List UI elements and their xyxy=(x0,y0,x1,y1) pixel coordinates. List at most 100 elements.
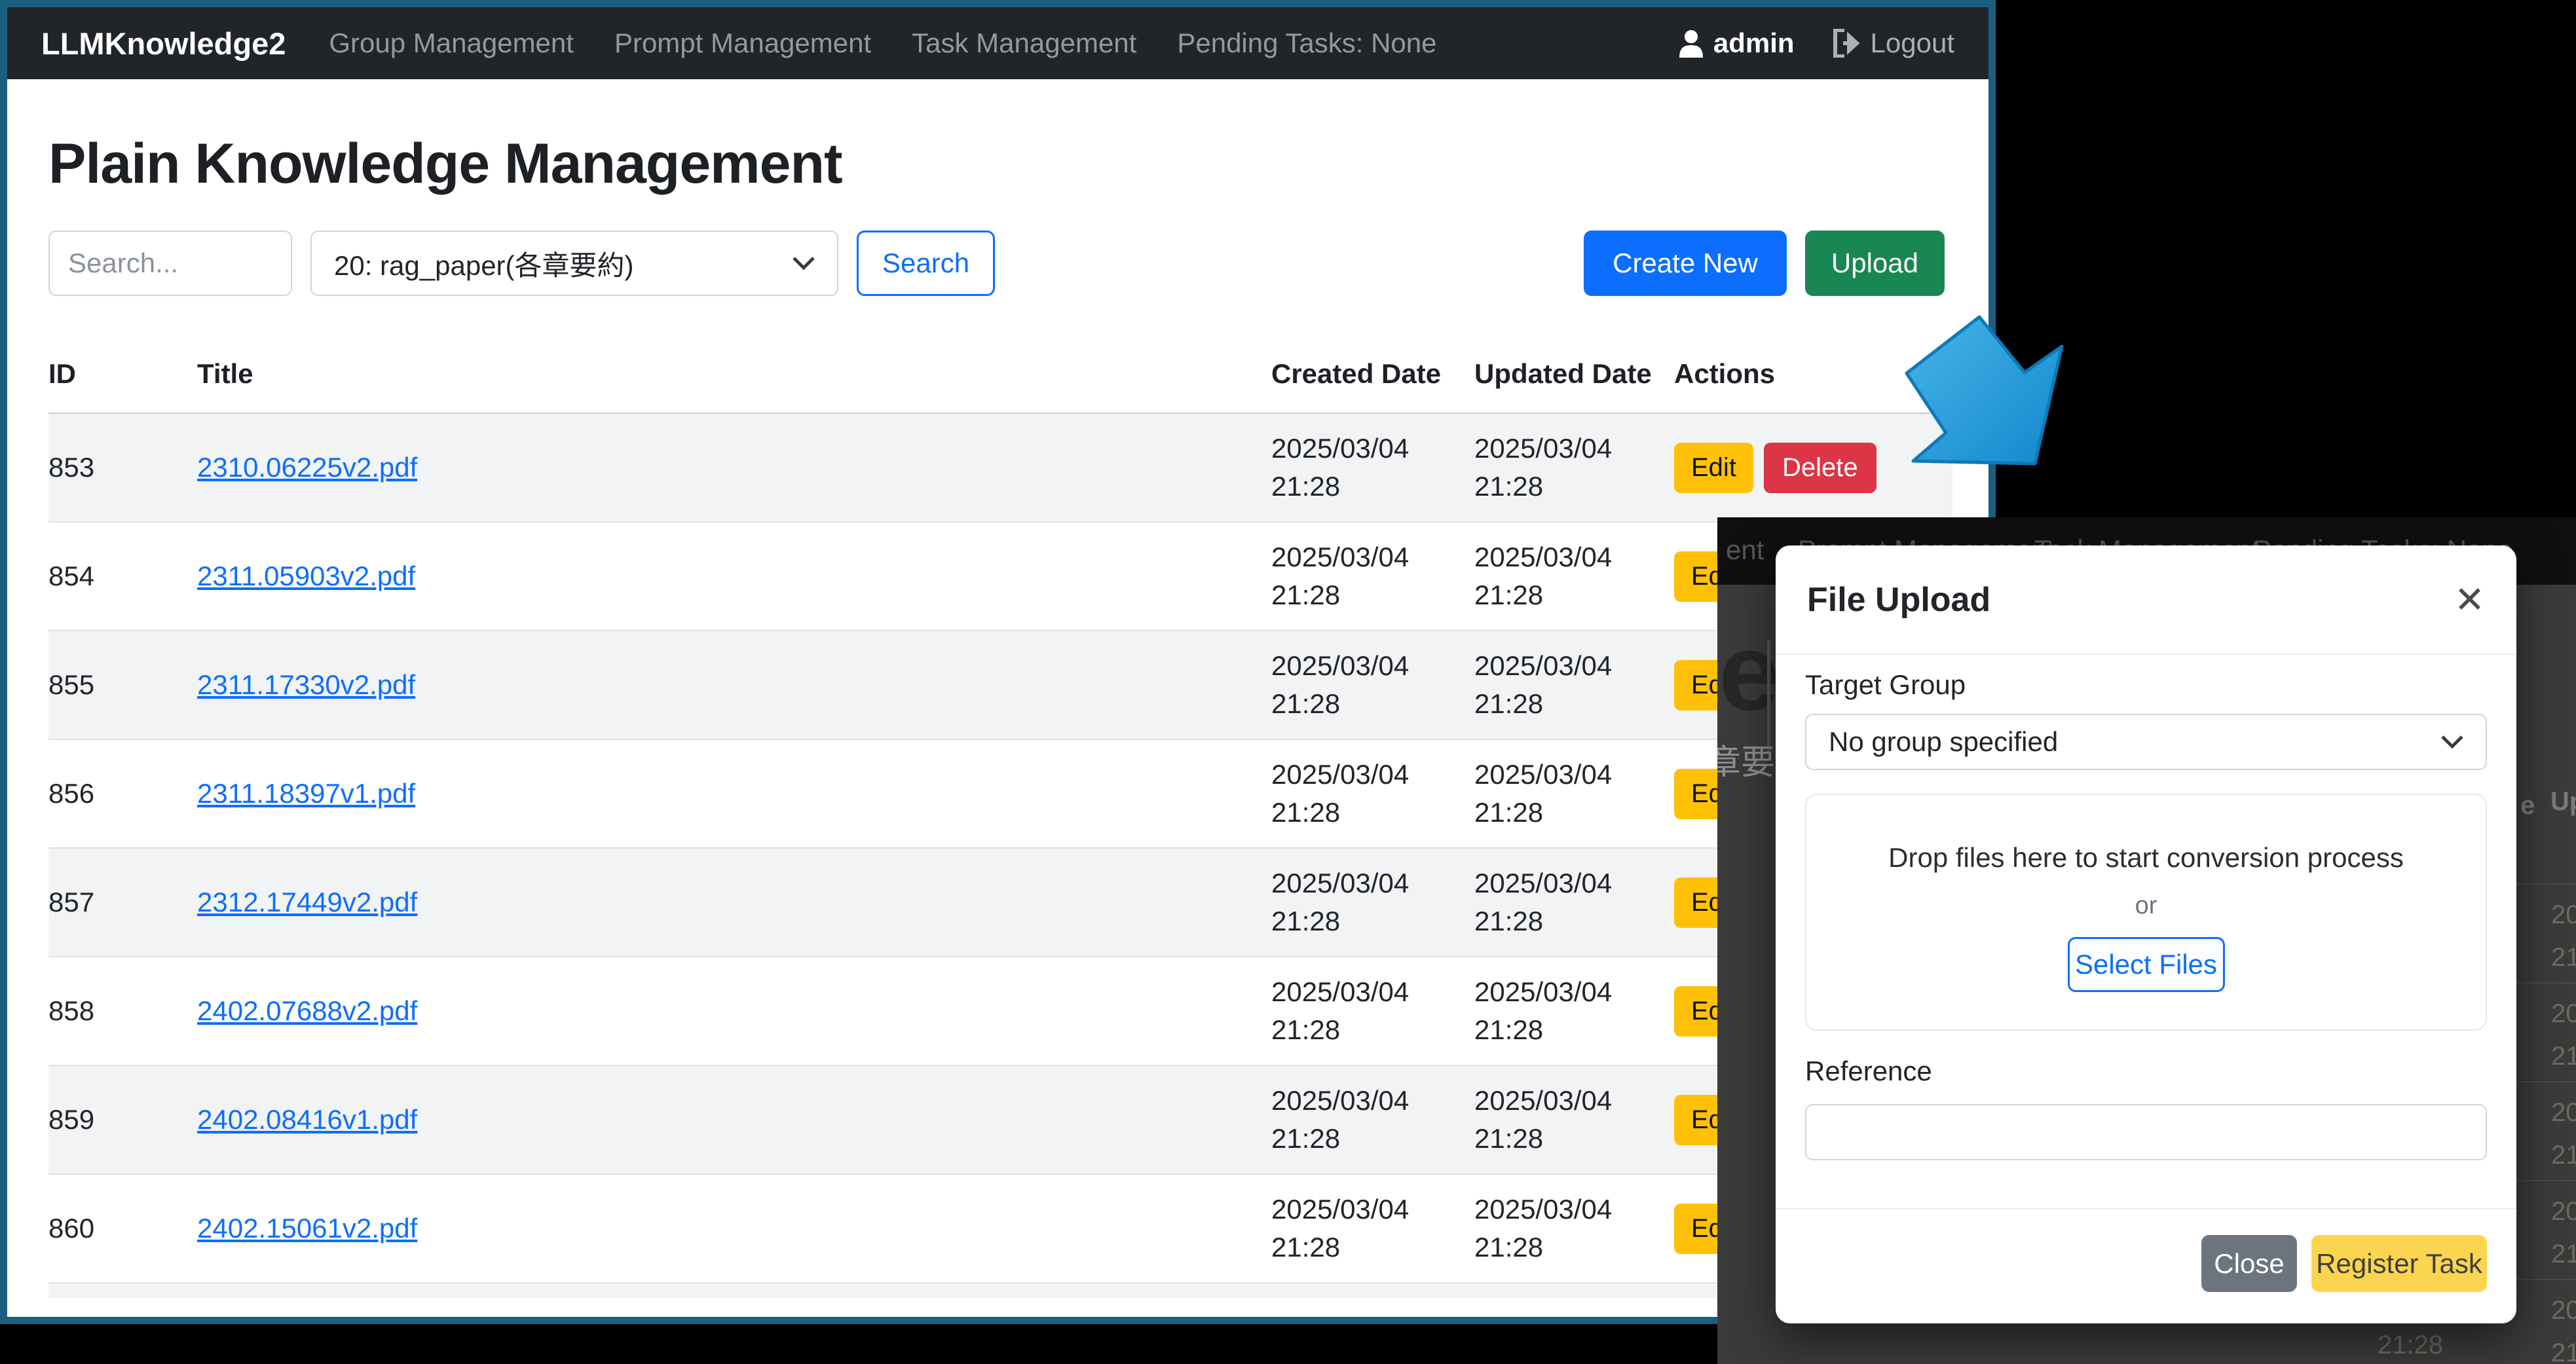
user-menu[interactable]: admin xyxy=(1678,28,1795,59)
row-id: 854 xyxy=(48,561,95,591)
edit-button[interactable]: Edit xyxy=(1674,442,1753,493)
row-updated-cell: 2025/03/04 21:28 xyxy=(1474,542,1613,610)
table-row: 855 2311.17330v2.pdf 2025/03/04 21:28 202… xyxy=(48,631,1952,740)
modal-close-button[interactable]: Close xyxy=(2201,1235,2297,1292)
page-title: Plain Knowledge Management xyxy=(48,132,843,195)
dimmed-date-fragment: 20 xyxy=(2551,1197,2576,1226)
main-screenshot-window: LLMKnowledge2 Group Management Prompt Ma… xyxy=(0,0,1996,1324)
target-group-select[interactable]: No group specified xyxy=(1805,714,2487,770)
row-title-cell: 2311.18397v1.pdf xyxy=(197,778,1271,809)
dimmed-date-fragment: 20 xyxy=(2551,900,2576,929)
dimmed-row-divider xyxy=(2516,883,2576,885)
file-dropzone[interactable]: Drop files here to start conversion proc… xyxy=(1805,794,2487,1031)
target-group-value: No group specified xyxy=(1829,726,2059,757)
upload-dialog-screenshot: ent Prompt Management Task Management Pe… xyxy=(1717,517,2576,1364)
col-header-actions: Actions xyxy=(1674,358,1776,389)
top-navbar: LLMKnowledge2 Group Management Prompt Ma… xyxy=(7,7,1988,79)
row-created-cell: 2025/03/04 21:28 xyxy=(1271,650,1409,719)
arrow-annotation-icon xyxy=(1905,315,2064,466)
dimmed-date-fragment: 20 xyxy=(2551,999,2576,1028)
document-link[interactable]: 2402.07688v2.pdf xyxy=(197,995,418,1026)
logout-icon xyxy=(1831,29,1860,58)
controls-row: 20: rag_paper(各章要約) Search Create New Up… xyxy=(48,230,1952,296)
col-header-id: ID xyxy=(48,358,76,389)
document-link[interactable]: 2402.08416v1.pdf xyxy=(197,1104,418,1135)
close-icon[interactable]: ✕ xyxy=(2454,578,2485,620)
row-title-cell: 2312.17449v2.pdf xyxy=(197,887,1271,918)
row-updated-cell: 2025/03/04 21:28 xyxy=(1474,976,1613,1045)
row-created-cell: 2025/03/04 21:28 xyxy=(1271,759,1409,828)
row-title-cell: 2311.05903v2.pdf xyxy=(197,561,1271,592)
dimmed-nav-fragment: ent xyxy=(1726,534,1764,565)
modal-body: Target Group No group specified Drop fil… xyxy=(1776,655,2516,1160)
table-row: 860 2402.15061v2.pdf 2025/03/04 21:28 202… xyxy=(48,1175,1952,1283)
row-title-cell: 2402.07688v2.pdf xyxy=(197,995,1271,1027)
navbar-right: admin Logout xyxy=(1678,28,1954,59)
row-created-cell: 2025/03/04 21:28 xyxy=(1271,1085,1409,1154)
person-icon xyxy=(1678,29,1704,58)
dimmed-col-fragment: Up xyxy=(2550,787,2576,816)
row-id: 855 xyxy=(48,669,95,700)
row-title-cell: 2311.17330v2.pdf xyxy=(197,669,1271,701)
table-row: 857 2312.17449v2.pdf 2025/03/04 21:28 202… xyxy=(48,849,1952,957)
col-header-updated: Updated Date xyxy=(1474,358,1652,389)
file-upload-modal: File Upload ✕ Target Group No group spec… xyxy=(1776,545,2516,1323)
dropzone-or: or xyxy=(2135,892,2157,919)
document-link[interactable]: 2402.15061v2.pdf xyxy=(197,1213,418,1244)
select-files-button[interactable]: Select Files xyxy=(2067,937,2225,992)
document-link[interactable]: 2311.18397v1.pdf xyxy=(197,778,416,809)
dimmed-select-edge xyxy=(1767,640,1770,753)
row-id: 858 xyxy=(48,995,95,1026)
upload-button[interactable]: Upload xyxy=(1804,230,1945,296)
main-content: Plain Knowledge Management 20: rag_paper… xyxy=(7,79,1988,1317)
row-created-cell: 2025/03/04 21:28 xyxy=(1271,542,1409,610)
reference-input[interactable] xyxy=(1805,1104,2487,1160)
document-link[interactable]: 2311.05903v2.pdf xyxy=(197,561,416,591)
row-title-cell: 2402.08416v1.pdf xyxy=(197,1104,1271,1135)
group-filter-select[interactable]: 20: rag_paper(各章要約) xyxy=(310,230,838,296)
row-id: 857 xyxy=(48,887,95,917)
modal-header: File Upload ✕ xyxy=(1776,545,2516,655)
document-link[interactable]: 2311.17330v2.pdf xyxy=(197,669,416,700)
dimmed-date-fragment: 21 xyxy=(2551,1240,2576,1268)
app-brand[interactable]: LLMKnowledge2 xyxy=(41,26,286,61)
row-updated-cell: 2025/03/04 21:28 xyxy=(1474,868,1613,936)
dimmed-heading-fragment: e xyxy=(1719,610,1780,733)
create-new-button[interactable]: Create New xyxy=(1584,230,1787,296)
row-updated-cell: 2025/03/04 21:28 xyxy=(1474,650,1613,719)
row-title-cell: 2310.06225v2.pdf xyxy=(197,452,1271,483)
table-row: 853 2310.06225v2.pdf 2025/03/04 21:28 202… xyxy=(48,414,1952,523)
dropzone-text: Drop files here to start conversion proc… xyxy=(1888,842,2404,873)
nav-item-prompt-management[interactable]: Prompt Management xyxy=(614,28,872,58)
search-input[interactable] xyxy=(48,230,292,296)
logout-button[interactable]: Logout xyxy=(1831,28,1954,59)
row-updated-cell: 2025/03/04 21:28 xyxy=(1474,1085,1613,1154)
register-task-button[interactable]: Register Task xyxy=(2311,1235,2487,1292)
delete-button[interactable]: Delete xyxy=(1763,442,1876,493)
dimmed-row-divider xyxy=(2516,1081,2576,1082)
modal-title: File Upload xyxy=(1807,580,1991,619)
group-filter-value: 20: rag_paper(各章要約) xyxy=(334,249,634,281)
row-updated-cell: 2025/03/04 21:28 xyxy=(1474,1194,1613,1263)
document-link[interactable]: 2310.06225v2.pdf xyxy=(197,452,418,483)
row-updated-cell: 2025/03/04 21:28 xyxy=(1474,759,1613,828)
controls-spacer xyxy=(1013,230,1565,296)
table-row: 858 2402.07688v2.pdf 2025/03/04 21:28 202… xyxy=(48,957,1952,1066)
modal-footer: Close Register Task xyxy=(1776,1208,2516,1292)
row-actions-cell: Edit Delete xyxy=(1674,442,1952,493)
row-created-cell: 2025/03/04 21:28 xyxy=(1271,433,1409,502)
row-updated-cell: 2025/03/04 21:28 xyxy=(1474,433,1613,502)
nav-item-task-management[interactable]: Task Management xyxy=(912,28,1137,58)
nav-item-group-management[interactable]: Group Management xyxy=(329,28,574,58)
dimmed-row-divider xyxy=(2516,1279,2576,1280)
row-created-cell: 2025/03/04 21:28 xyxy=(1271,1194,1409,1263)
knowledge-table: ID Title Created Date Updated Date Actio… xyxy=(48,335,1952,1298)
table-row: 856 2311.18397v1.pdf 2025/03/04 21:28 202… xyxy=(48,740,1952,849)
row-title-cell: 2402.15061v2.pdf xyxy=(197,1213,1271,1244)
col-header-title: Title xyxy=(197,358,253,389)
document-link[interactable]: 2312.17449v2.pdf xyxy=(197,887,418,917)
dimmed-date-fragment: 21 xyxy=(2551,1338,2576,1364)
search-button[interactable]: Search xyxy=(857,230,996,296)
table-header-row: ID Title Created Date Updated Date Actio… xyxy=(48,335,1952,414)
